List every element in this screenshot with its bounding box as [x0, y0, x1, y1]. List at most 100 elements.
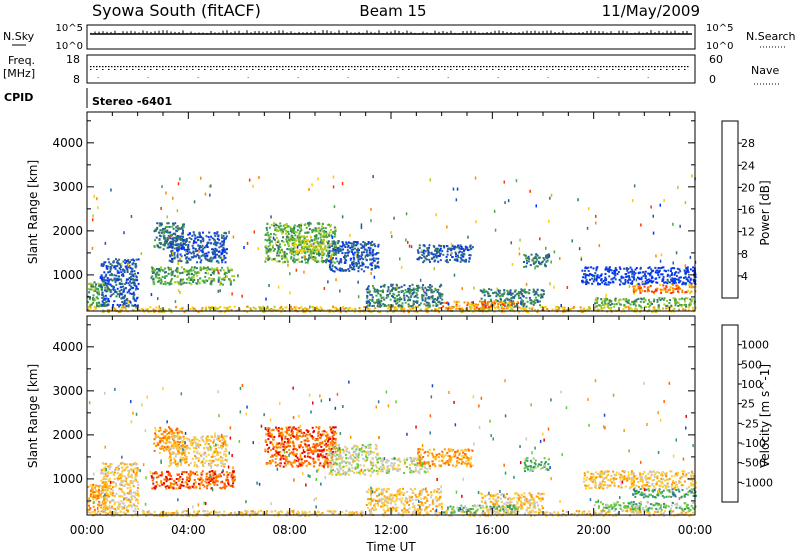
range-cell	[313, 249, 316, 252]
range-cell	[430, 257, 433, 260]
range-cell	[463, 249, 465, 252]
range-cell	[433, 267, 435, 271]
range-cell	[214, 256, 217, 259]
range-cell	[362, 251, 365, 254]
range-cell	[321, 225, 324, 228]
range-cell	[188, 282, 191, 285]
range-cell	[162, 243, 165, 246]
range-cell	[412, 288, 415, 291]
range-cell	[657, 273, 660, 276]
range-cell	[162, 283, 165, 285]
range-cell	[648, 266, 651, 269]
range-cell	[300, 235, 303, 238]
range-cell	[530, 299, 533, 302]
range-cell	[460, 254, 463, 257]
range-cell	[307, 240, 310, 243]
range-cell	[302, 243, 305, 245]
range-cell	[337, 246, 340, 249]
range-cell	[441, 298, 444, 301]
range-cell	[654, 266, 657, 269]
range-cell	[558, 307, 560, 310]
range-cell	[330, 254, 333, 257]
range-cell	[175, 235, 178, 238]
range-cell	[227, 306, 230, 309]
nave-point	[192, 69, 194, 70]
colorbar-tick-label: 24	[741, 159, 755, 172]
range-cell	[684, 283, 687, 286]
range-cell	[126, 297, 129, 300]
range-cell	[220, 234, 223, 238]
range-cell	[429, 287, 432, 289]
range-cell	[187, 233, 190, 236]
range-cell	[328, 246, 331, 249]
range-cell	[182, 224, 184, 227]
range-cell	[357, 247, 360, 250]
range-cell	[320, 252, 323, 255]
range-cell	[361, 264, 364, 267]
range-cell	[470, 306, 473, 309]
range-cell	[530, 514, 532, 517]
range-cell	[299, 243, 302, 246]
range-cell	[196, 261, 199, 264]
range-cell	[366, 266, 369, 269]
range-cell	[120, 289, 123, 291]
range-cell	[635, 288, 638, 291]
range-cell	[438, 285, 441, 288]
range-cell	[134, 288, 137, 291]
freq-point	[543, 66, 545, 68]
range-cell	[443, 246, 446, 249]
range-cell	[361, 261, 364, 264]
range-cell	[209, 242, 212, 245]
range-cell	[641, 283, 644, 286]
range-cell	[434, 287, 437, 290]
range-cell	[172, 241, 174, 244]
range-cell	[319, 245, 322, 248]
range-cell	[478, 307, 481, 310]
freq-point	[666, 66, 668, 68]
range-cell	[222, 243, 225, 246]
range-cell	[100, 277, 103, 280]
range-cell	[103, 302, 106, 305]
range-cell	[421, 254, 424, 256]
nave-marker: .	[197, 72, 199, 80]
range-cell	[127, 266, 130, 269]
range-cell	[124, 259, 127, 262]
range-cell	[660, 291, 663, 294]
nave-point	[180, 69, 182, 70]
range-cell	[335, 267, 338, 270]
freq-point	[381, 66, 383, 68]
range-cell	[109, 295, 112, 298]
range-cell	[194, 234, 197, 237]
range-cell	[422, 294, 425, 297]
range-cell	[605, 266, 608, 269]
range-cell	[389, 308, 392, 310]
range-cell	[131, 263, 134, 266]
range-cell	[288, 237, 291, 240]
range-cell	[618, 298, 621, 301]
range-cell	[196, 236, 199, 239]
freq-point	[93, 66, 95, 68]
range-cell	[198, 236, 201, 239]
range-cell	[353, 244, 356, 247]
range-cell	[369, 252, 372, 255]
range-cell	[153, 310, 156, 313]
range-cell	[425, 255, 428, 257]
range-cell	[287, 225, 290, 228]
range-cell	[617, 271, 620, 273]
range-cell	[122, 285, 125, 288]
range-cell	[632, 301, 635, 304]
freq-point	[249, 66, 251, 68]
range-cell	[260, 307, 263, 310]
range-cell	[507, 302, 510, 305]
range-cell	[89, 304, 92, 307]
range-cell	[394, 306, 397, 309]
range-cell	[424, 256, 427, 259]
range-cell	[192, 252, 195, 255]
range-cell	[100, 283, 103, 286]
freq-point	[231, 66, 233, 68]
range-cell	[516, 300, 519, 303]
range-cell	[284, 224, 287, 226]
range-cell	[192, 276, 195, 279]
range-cell	[120, 274, 123, 277]
range-cell	[301, 242, 304, 244]
